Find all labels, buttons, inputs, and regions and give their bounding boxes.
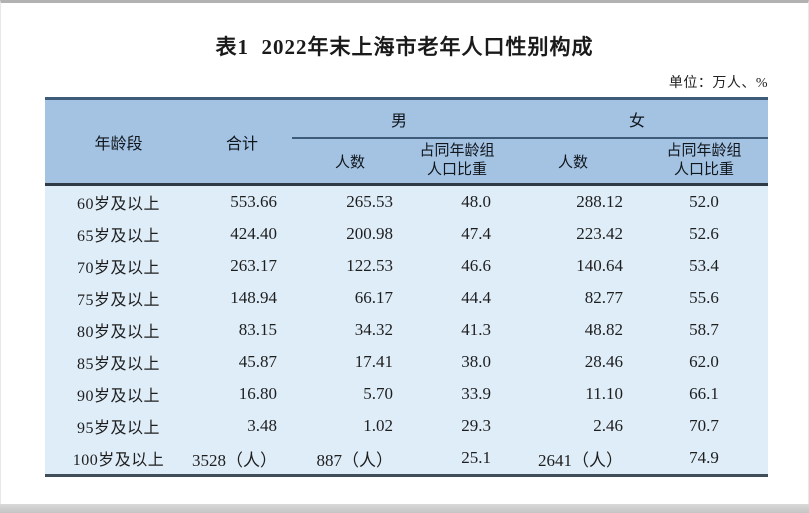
- cell-male-count: 34.32: [292, 314, 408, 346]
- cell-male-count: 265.53: [292, 184, 408, 218]
- cell-total: 148.94: [192, 282, 292, 314]
- cell-male-count: 5.70: [292, 378, 408, 410]
- cell-female-share: 53.4: [640, 250, 769, 282]
- cell-female-count: 140.64: [506, 250, 641, 282]
- header-female-share-line1: 占同年龄组: [666, 143, 742, 160]
- cell-female-count: 2641（人）: [506, 442, 641, 476]
- header-female-share-line2: 人口比重: [674, 162, 735, 178]
- header-female: 女: [506, 98, 769, 139]
- cell-total: 553.66: [192, 184, 292, 218]
- header-age-group: 年龄段: [45, 98, 192, 186]
- cell-female-count: 48.82: [506, 314, 641, 346]
- cell-age: 60岁及以上: [45, 184, 192, 218]
- cell-male-share: 44.4: [408, 282, 507, 314]
- cell-male-share: 33.9: [408, 378, 507, 410]
- cell-female-count: 288.12: [506, 184, 641, 218]
- cell-age: 80岁及以上: [45, 314, 192, 346]
- cell-male-share: 29.3: [408, 410, 507, 442]
- cell-male-share: 25.1: [408, 442, 507, 476]
- unit-note: 单位：万人、%: [668, 76, 768, 91]
- table-row: 70岁及以上 263.17 122.53 46.6 140.64 53.4: [45, 250, 769, 282]
- header-female-count: 人数: [506, 138, 641, 186]
- header-female-share: 占同年龄组 人口比重: [640, 138, 769, 186]
- cell-male-count: 122.53: [292, 250, 408, 282]
- cell-total: 3.48: [192, 410, 292, 442]
- cell-female-share: 62.0: [640, 346, 769, 378]
- cell-female-count: 28.46: [506, 346, 641, 378]
- header-male: 男: [292, 98, 507, 139]
- cell-total: 263.17: [192, 250, 292, 282]
- cell-female-share: 66.1: [640, 378, 769, 410]
- cell-male-share: 41.3: [408, 314, 507, 346]
- table-row: 95岁及以上 3.48 1.02 29.3 2.46 70.7: [45, 410, 769, 442]
- cell-total: 45.87: [192, 346, 292, 378]
- table-row: 75岁及以上 148.94 66.17 44.4 82.77 55.6: [45, 282, 769, 314]
- table-row: 65岁及以上 424.40 200.98 47.4 223.42 52.6: [45, 218, 769, 250]
- cell-female-count: 223.42: [506, 218, 641, 250]
- page-bottom-shadow: [0, 504, 809, 513]
- cell-age: 95岁及以上: [45, 410, 192, 442]
- cell-male-share: 48.0: [408, 184, 507, 218]
- cell-male-share: 47.4: [408, 218, 507, 250]
- table-row: 90岁及以上 16.80 5.70 33.9 11.10 66.1: [45, 378, 769, 410]
- header-male-share-line1: 占同年龄组: [419, 143, 495, 160]
- cell-age: 90岁及以上: [45, 378, 192, 410]
- cell-age: 85岁及以上: [45, 346, 192, 378]
- cell-male-count: 66.17: [292, 282, 408, 314]
- cell-age: 70岁及以上: [45, 250, 192, 282]
- table-title: 表1 2022年末上海市老年人口性别构成: [215, 35, 594, 59]
- cell-total: 83.15: [192, 314, 292, 346]
- cell-female-share: 74.9: [640, 442, 769, 476]
- cell-age: 75岁及以上: [45, 282, 192, 314]
- cell-male-count: 200.98: [292, 218, 408, 250]
- cell-female-share: 70.7: [640, 410, 769, 442]
- cell-age: 100岁及以上: [45, 442, 192, 476]
- table-row: 100岁及以上 3528（人） 887（人） 25.1 2641（人） 74.9: [45, 442, 769, 476]
- cell-total: 424.40: [192, 218, 292, 250]
- cell-female-share: 58.7: [640, 314, 769, 346]
- cell-male-count: 17.41: [292, 346, 408, 378]
- header-male-share-line2: 人口比重: [427, 162, 488, 178]
- cell-female-count: 11.10: [506, 378, 641, 410]
- elderly-population-table: 年龄段 合计 男 女 人数 占同年龄组 人口比重 人数 占同年龄组 人口比重 6…: [45, 97, 769, 477]
- cell-male-count: 887（人）: [292, 442, 408, 476]
- cell-female-share: 52.0: [640, 184, 769, 218]
- cell-total: 16.80: [192, 378, 292, 410]
- table-row: 60岁及以上 553.66 265.53 48.0 288.12 52.0: [45, 184, 769, 218]
- header-total: 合计: [192, 98, 292, 186]
- cell-female-share: 55.6: [640, 282, 769, 314]
- cell-male-share: 46.6: [408, 250, 507, 282]
- cell-age: 65岁及以上: [45, 218, 192, 250]
- header-male-share: 占同年龄组 人口比重: [408, 138, 507, 186]
- cell-male-share: 38.0: [408, 346, 507, 378]
- table-row: 80岁及以上 83.15 34.32 41.3 48.82 58.7: [45, 314, 769, 346]
- cell-male-count: 1.02: [292, 410, 408, 442]
- table-row: 85岁及以上 45.87 17.41 38.0 28.46 62.0: [45, 346, 769, 378]
- header-male-count: 人数: [292, 138, 408, 186]
- cell-female-share: 52.6: [640, 218, 769, 250]
- cell-total: 3528（人）: [192, 442, 292, 476]
- cell-female-count: 82.77: [506, 282, 641, 314]
- cell-female-count: 2.46: [506, 410, 641, 442]
